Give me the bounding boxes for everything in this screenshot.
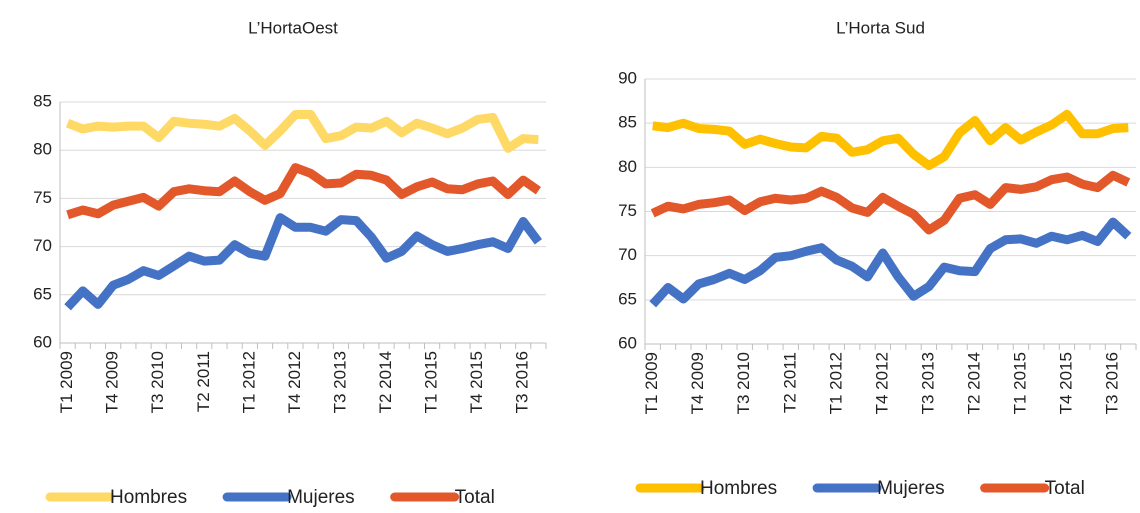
legend-label: Hombres [700, 478, 777, 499]
x-tick-label: T1 2015 [1010, 352, 1029, 414]
y-tick-label: 75 [33, 188, 52, 207]
x-tick-label: T4 2015 [1056, 352, 1075, 414]
x-tick-label: T3 2016 [513, 351, 532, 413]
x-tick-label: T3 2010 [148, 351, 167, 413]
x-tick-label: T1 2009 [642, 352, 661, 414]
chart-title: L’Horta Sud [836, 18, 925, 37]
x-tick-label: T1 2015 [422, 351, 441, 413]
x-tick-label: T1 2012 [239, 351, 258, 413]
y-tick-label: 65 [618, 289, 637, 308]
x-tick-label: T2 2014 [376, 351, 395, 413]
data-line [650, 170, 1131, 235]
legend-label: Mujeres [877, 478, 945, 499]
x-tick-label: T3 2013 [330, 351, 349, 413]
x-tick-label: T1 2009 [57, 351, 76, 413]
data-line [65, 110, 539, 153]
data-line [652, 109, 1129, 171]
legend-label: Hombres [110, 487, 187, 508]
legend-label: Total [1045, 478, 1085, 499]
data-line [66, 163, 541, 220]
y-tick-label: 70 [618, 245, 637, 264]
x-tick-label: T2 2011 [194, 351, 213, 412]
x-tick-label: T4 2015 [467, 351, 486, 413]
y-tick-label: 60 [33, 332, 52, 351]
y-tick-label: 90 [618, 68, 637, 87]
x-tick-label: T4 2012 [285, 351, 304, 413]
y-tick-label: 60 [618, 333, 637, 352]
y-tick-label: 85 [33, 91, 52, 110]
x-tick-label: T3 2016 [1102, 352, 1121, 414]
x-tick-label: T3 2013 [918, 352, 937, 414]
x-tick-label: T4 2012 [872, 352, 891, 414]
x-tick-label: T4 2009 [688, 352, 707, 414]
legend-label: Total [455, 487, 495, 508]
x-tick-label: T3 2010 [734, 352, 753, 414]
x-tick-label: T1 2012 [826, 352, 845, 414]
x-tick-label: T2 2014 [964, 352, 983, 414]
x-tick-label: T4 2009 [103, 351, 122, 413]
data-line [64, 213, 543, 311]
y-tick-label: 70 [33, 236, 52, 255]
y-tick-label: 85 [618, 113, 637, 132]
y-tick-label: 75 [618, 201, 637, 220]
data-line [649, 217, 1132, 308]
legend-label: Mujeres [287, 487, 355, 508]
y-tick-label: 65 [33, 284, 52, 303]
y-tick-label: 80 [33, 140, 52, 159]
x-tick-label: T2 2011 [780, 352, 799, 413]
y-tick-label: 80 [618, 157, 637, 176]
chart-title: L’HortaOest [248, 18, 338, 37]
